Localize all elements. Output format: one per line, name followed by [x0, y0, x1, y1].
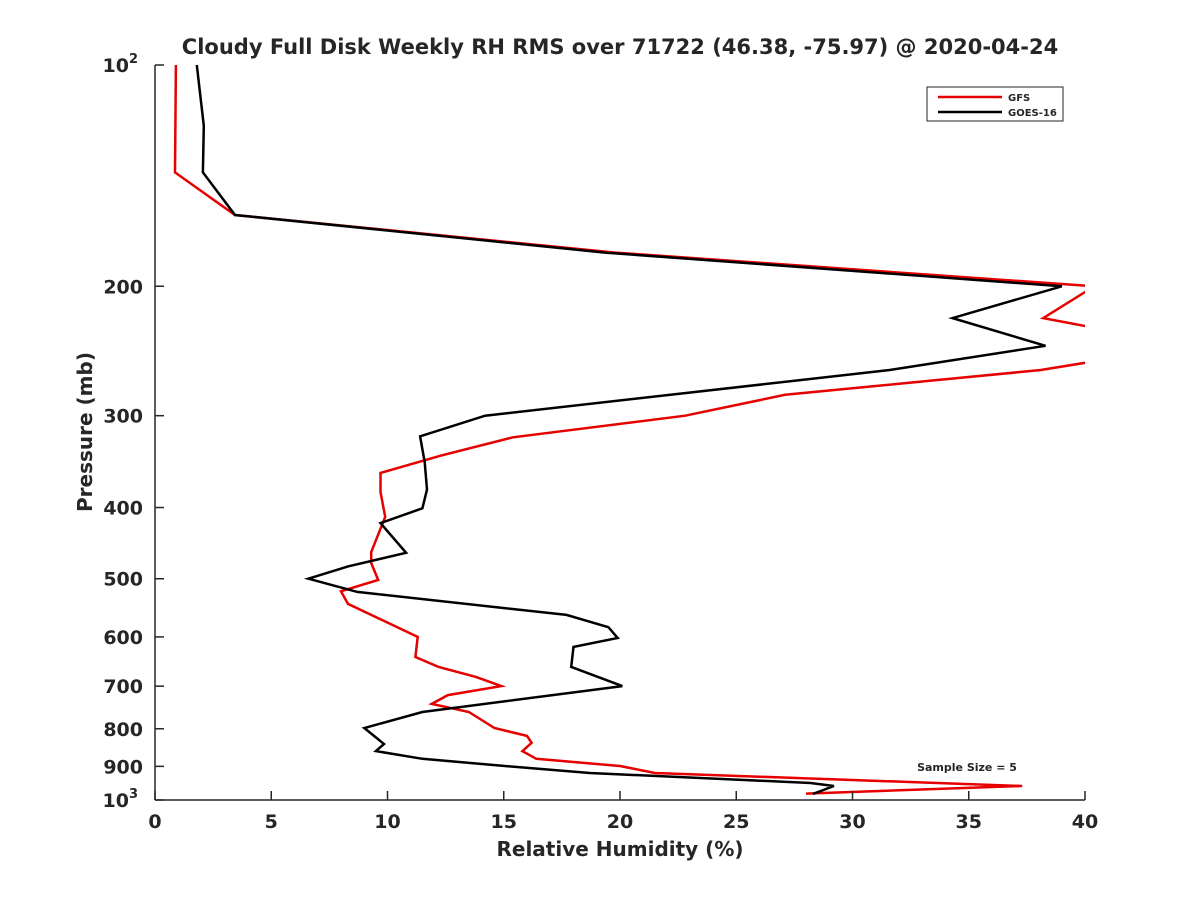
x-tick-label: 0: [148, 811, 161, 833]
chart-title: Cloudy Full Disk Weekly RH RMS over 7172…: [182, 35, 1058, 59]
legend-label-goes16: GOES-16: [1008, 108, 1057, 119]
y-tick-label-base: 600: [103, 627, 143, 649]
x-tick-label: 25: [723, 811, 749, 833]
y-tick-label: 500: [103, 569, 143, 591]
y-tick-label-base: 400: [103, 498, 143, 520]
y-tick-label-exponent: 3: [129, 787, 138, 802]
x-tick-label: 5: [265, 811, 278, 833]
y-axis-label: Pressure (mb): [73, 352, 97, 512]
y-tick-label-base: 300: [103, 406, 143, 428]
sample-size-annotation: Sample Size = 5: [917, 761, 1017, 774]
y-tick-label: 700: [103, 676, 143, 698]
legend-label-gfs: GFS: [1008, 93, 1030, 104]
x-tick-label: 30: [839, 811, 865, 833]
y-tick-label: 200: [103, 276, 143, 298]
series-line-gfs: [173, 65, 1085, 795]
y-tick-label: 900: [103, 756, 143, 778]
y-tick-label-base: 200: [103, 276, 143, 298]
y-tick-label-base: 900: [103, 756, 143, 778]
y-tick-label: 103: [103, 787, 139, 812]
y-tick-label: 800: [103, 719, 143, 741]
y-tick-label: 400: [103, 498, 143, 520]
series-line-goes-16: [195, 65, 1063, 796]
x-tick-label: 15: [491, 811, 517, 833]
x-axis-label: Relative Humidity (%): [496, 837, 743, 861]
x-tick-label: 40: [1072, 811, 1098, 833]
x-tick-label: 20: [607, 811, 633, 833]
y-tick-label-base: 500: [103, 569, 143, 591]
y-tick-label: 600: [103, 627, 143, 649]
legend: GFS GOES-16: [926, 86, 1064, 122]
y-tick-label: 300: [103, 406, 143, 428]
y-tick-label-base: 800: [103, 719, 143, 741]
y-tick-label-base: 10: [103, 790, 129, 812]
y-tick-label-exponent: 2: [129, 52, 138, 67]
y-tick-label-base: 10: [103, 55, 129, 77]
legend-box: [926, 86, 1064, 122]
y-tick-label: 102: [103, 52, 139, 77]
y-tick-label-base: 700: [103, 676, 143, 698]
x-tick-label: 35: [956, 811, 982, 833]
x-tick-label: 10: [374, 811, 400, 833]
